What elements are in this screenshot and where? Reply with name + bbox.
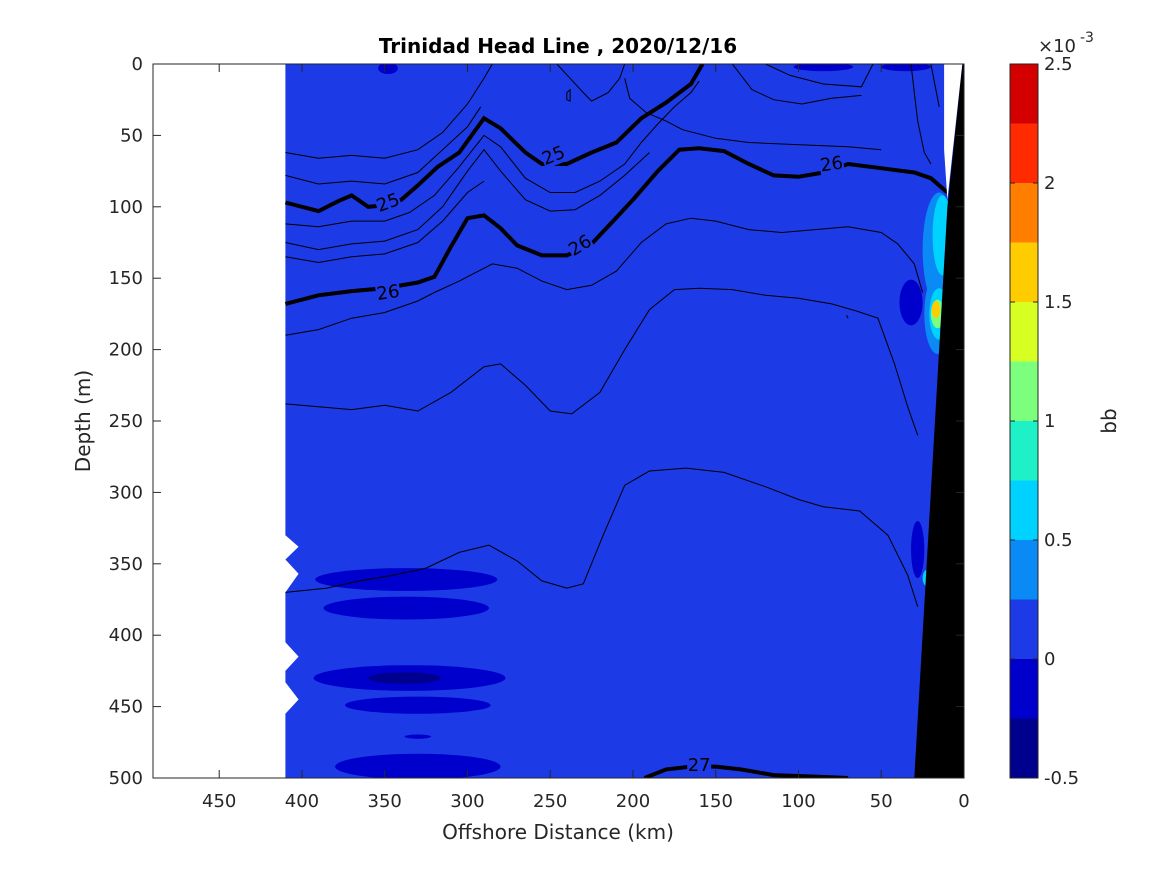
chart-title: Trinidad Head Line , 2020/12/16 (379, 34, 737, 58)
colorbar-tick-label: 2 (1044, 173, 1055, 194)
x-tick-label: 350 (368, 791, 402, 812)
bb-low-patch (911, 520, 925, 579)
colorbar-tick-label: 1 (1044, 411, 1055, 432)
colorbar-tick-label: 2.5 (1044, 54, 1073, 75)
colorbar-tick-label: -0.5 (1044, 768, 1079, 789)
thin-contour-line (910, 64, 932, 165)
bathymetry-shelf (914, 64, 964, 778)
y-tick-label: 400 (109, 625, 143, 646)
colorbar-band (1010, 123, 1038, 183)
colorbar-tick-label: 0.5 (1044, 530, 1073, 551)
x-tick-label: 300 (450, 791, 484, 812)
y-tick-label: 0 (132, 54, 143, 75)
colorbar-exponent-power: -3 (1080, 30, 1094, 46)
bb-low-patch (793, 64, 854, 72)
colorbar: -0.5 0 0.5 1 1.5 2 2.5 (1009, 54, 1079, 789)
colorbar-tick-label: 0 (1044, 649, 1055, 670)
bb-low-patch (335, 753, 501, 778)
x-tick-label: 200 (616, 791, 650, 812)
thin-contour-line (285, 64, 493, 159)
isopycnal-line-25 (284, 64, 705, 214)
contour-label-bg (818, 152, 845, 176)
x-tick-label: 150 (699, 791, 733, 812)
y-tick-label: 100 (109, 197, 143, 218)
thin-contour-line (566, 88, 571, 102)
colorbar-label: bb (1097, 408, 1121, 433)
y-tick-label: 450 (109, 697, 143, 718)
filled-contour-layer (285, 64, 964, 778)
y-tick-label: 250 (109, 411, 143, 432)
thin-contour-line (624, 78, 882, 151)
bb-low-patch (344, 696, 491, 714)
colorbar-tick-label: 1.5 (1044, 292, 1073, 313)
colorbar-band (1010, 480, 1038, 540)
x-tick-label: 400 (285, 791, 319, 812)
thin-contour-layer (285, 64, 940, 607)
bb-low-patch (404, 734, 432, 739)
contour-label: 27 (688, 755, 711, 776)
contour-label-bg (538, 141, 569, 170)
x-tick-label: 100 (781, 791, 815, 812)
colorbar-band (1010, 302, 1038, 362)
thin-contour-line (556, 64, 626, 102)
thin-contour-line (731, 64, 862, 105)
x-tick-label: 0 (958, 791, 969, 812)
x-tick-label: 450 (202, 791, 236, 812)
bb-nearshore-patch (931, 301, 941, 319)
bb-low-patch (315, 568, 498, 591)
colorbar-band (1010, 183, 1038, 243)
thin-contour-line (285, 467, 919, 607)
thin-contour-line (930, 64, 940, 107)
x-axis-ticks: 450 400 350 300 250 200 150 100 50 0 (202, 64, 970, 812)
thin-contour-line (285, 148, 650, 251)
y-tick-label: 500 (109, 768, 143, 789)
colorbar-band (1010, 599, 1038, 659)
bathymetry-layer (914, 64, 964, 778)
colorbar-band (1010, 64, 1038, 124)
y-tick-label: 200 (109, 340, 143, 361)
bathymetry-blank (944, 64, 963, 200)
colorbar-band (1010, 361, 1038, 421)
thin-contour-line (765, 64, 874, 88)
contour-label: 26 (375, 281, 401, 305)
colorbar-exponent-base: ×10 (1038, 36, 1076, 57)
y-tick-label: 300 (109, 482, 143, 503)
colorbar-band (1010, 242, 1038, 302)
thin-contour-line (285, 287, 919, 436)
colorbar-band (1010, 540, 1038, 600)
y-tick-label: 150 (109, 268, 143, 289)
colorbar-band (1010, 659, 1038, 719)
x-axis-label: Offshore Distance (km) (442, 820, 674, 844)
y-axis-ticks: 0 50 100 150 200 250 300 350 400 450 500 (109, 54, 964, 789)
bb-low-patch (378, 64, 398, 74)
x-tick-label: 250 (533, 791, 567, 812)
contour-label-bg (564, 230, 596, 261)
bb-low-patch (881, 64, 931, 72)
x-tick-label: 50 (870, 791, 893, 812)
contour-label-bg (687, 755, 712, 776)
bb-low-patch (899, 279, 923, 326)
isopycnal-line-27 (643, 764, 849, 778)
y-axis-label: Depth (m) (71, 370, 95, 472)
thin-contour-line (285, 217, 924, 336)
bb-lowest-patch (368, 672, 441, 684)
thin-contour-line (285, 180, 485, 264)
bb-low-patch (323, 596, 489, 620)
contour-label-bg (373, 189, 403, 217)
y-tick-label: 50 (120, 125, 143, 146)
contour-label: 26 (819, 152, 845, 176)
contour-label-bg (374, 280, 402, 305)
thin-contour-line (285, 106, 482, 185)
colorbar-band (1010, 718, 1038, 778)
y-tick-label: 350 (109, 554, 143, 575)
thin-contour-line (285, 80, 700, 228)
colorbar-band (1010, 421, 1038, 481)
thin-contour-line (846, 315, 849, 319)
